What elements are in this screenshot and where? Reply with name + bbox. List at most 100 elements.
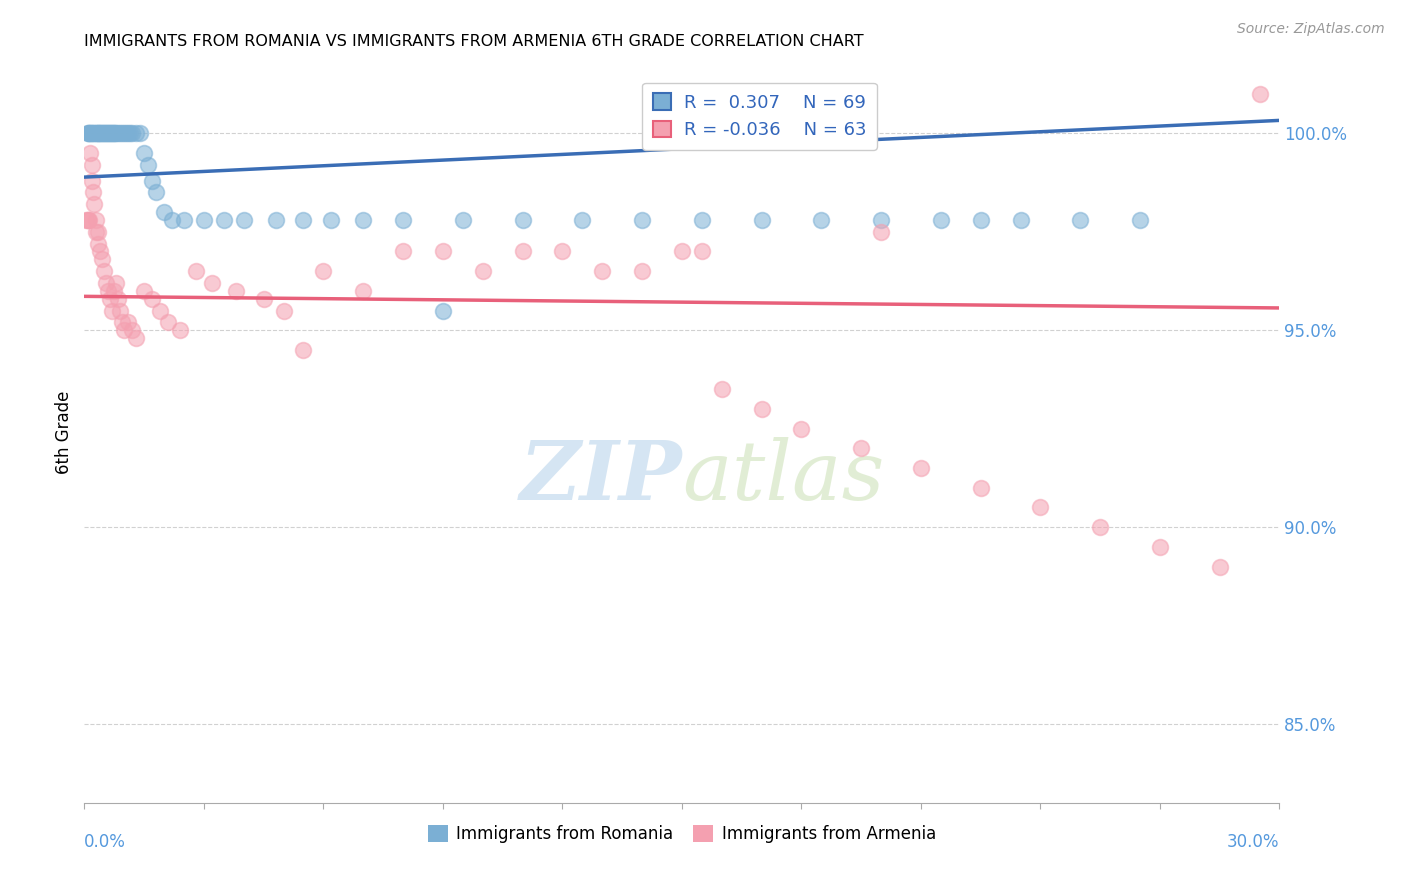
Point <box>83 126 105 140</box>
Point <box>91 126 114 140</box>
Point <box>82 126 104 140</box>
Point <box>79 126 101 140</box>
Point <box>173 213 195 227</box>
Point <box>82 186 104 200</box>
Point <box>96 126 118 140</box>
Point <box>1249 87 1271 101</box>
Point <box>392 213 415 227</box>
Point <box>571 213 593 227</box>
Point <box>82 173 104 187</box>
Point <box>1069 213 1091 227</box>
Point <box>93 264 115 278</box>
Point <box>86 126 108 140</box>
Point <box>751 402 773 417</box>
Point <box>117 126 139 140</box>
Point <box>392 244 415 259</box>
Point <box>1029 500 1052 515</box>
Point <box>671 244 693 259</box>
Point <box>79 146 101 161</box>
Point <box>1209 559 1232 574</box>
Point <box>110 303 132 318</box>
Point <box>89 126 111 140</box>
Point <box>451 213 474 227</box>
Point <box>292 213 315 227</box>
Point <box>851 442 873 456</box>
Point <box>157 315 180 329</box>
Point <box>107 126 129 140</box>
Point <box>970 481 993 495</box>
Point <box>77 213 100 227</box>
Point <box>110 126 132 140</box>
Point <box>790 422 813 436</box>
Point <box>77 213 100 227</box>
Point <box>97 284 120 298</box>
Point <box>96 276 118 290</box>
Point <box>125 126 148 140</box>
Point <box>83 197 105 211</box>
Point <box>870 213 893 227</box>
Point <box>77 126 100 140</box>
Point <box>84 213 107 227</box>
Point <box>89 126 111 140</box>
Point <box>292 343 315 357</box>
Point <box>870 225 893 239</box>
Point <box>631 264 654 278</box>
Y-axis label: 6th Grade: 6th Grade <box>55 391 73 475</box>
Point <box>86 126 108 140</box>
Point <box>93 126 115 140</box>
Point <box>120 126 142 140</box>
Text: IMMIGRANTS FROM ROMANIA VS IMMIGRANTS FROM ARMENIA 6TH GRADE CORRELATION CHART: IMMIGRANTS FROM ROMANIA VS IMMIGRANTS FR… <box>84 34 863 49</box>
Point <box>112 323 135 337</box>
Point <box>76 213 98 227</box>
Point <box>87 236 110 251</box>
Point <box>93 126 115 140</box>
Point <box>104 126 127 140</box>
Point <box>105 276 128 290</box>
Point <box>929 213 952 227</box>
Point <box>86 225 108 239</box>
Point <box>690 213 713 227</box>
Point <box>80 158 103 172</box>
Point <box>103 126 125 140</box>
Point <box>107 292 129 306</box>
Point <box>98 126 121 140</box>
Point <box>160 213 183 227</box>
Point <box>145 186 167 200</box>
Point <box>212 213 235 227</box>
Point <box>125 331 148 345</box>
Point <box>312 264 335 278</box>
Point <box>432 303 454 318</box>
Point <box>129 126 152 140</box>
Point <box>141 292 163 306</box>
Text: ZIP: ZIP <box>519 437 682 517</box>
Point <box>115 126 138 140</box>
Point <box>810 213 832 227</box>
Point <box>136 158 159 172</box>
Point <box>117 315 139 329</box>
Point <box>193 213 215 227</box>
Point <box>751 213 773 227</box>
Point <box>471 264 494 278</box>
Point <box>321 213 343 227</box>
Point <box>96 126 118 140</box>
Point <box>84 126 107 140</box>
Point <box>910 461 932 475</box>
Point <box>264 213 287 227</box>
Point <box>690 244 713 259</box>
Point <box>201 276 224 290</box>
Point <box>132 146 156 161</box>
Point <box>352 213 374 227</box>
Point <box>112 126 135 140</box>
Point <box>111 126 134 140</box>
Point <box>82 126 104 140</box>
Point <box>101 303 124 318</box>
Point <box>75 213 97 227</box>
Point <box>132 284 156 298</box>
Point <box>98 292 121 306</box>
Point <box>77 126 100 140</box>
Point <box>87 126 110 140</box>
Text: atlas: atlas <box>682 437 884 517</box>
Point <box>184 264 207 278</box>
Point <box>512 244 534 259</box>
Point <box>432 244 454 259</box>
